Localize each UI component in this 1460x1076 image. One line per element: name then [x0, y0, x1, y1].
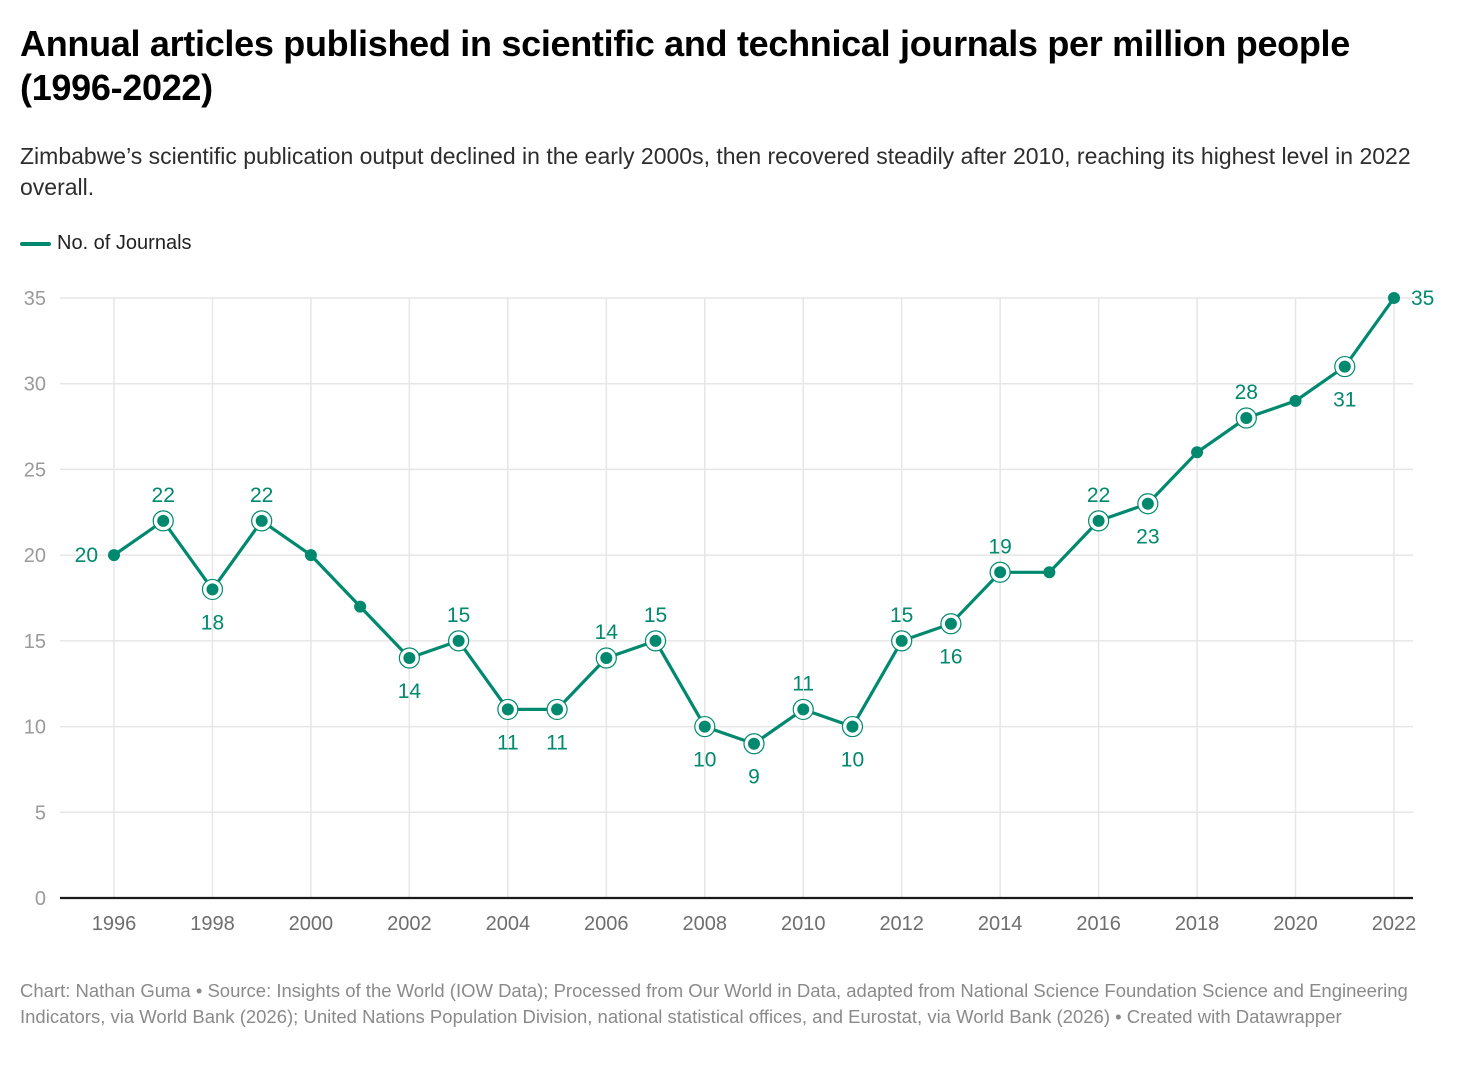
x-tick-label: 2016 [1076, 913, 1121, 935]
y-tick-label: 35 [24, 288, 46, 310]
legend: No. of Journals [20, 232, 192, 255]
data-label: 23 [1136, 526, 1159, 549]
legend-label: No. of Journals [57, 232, 192, 254]
y-tick-label: 20 [24, 545, 46, 567]
data-label: 15 [644, 604, 667, 627]
data-label: 15 [447, 604, 470, 627]
data-label: 16 [939, 646, 962, 669]
data-label: 22 [152, 484, 175, 507]
data-point [354, 600, 367, 613]
data-label: 20 [75, 544, 98, 567]
x-tick-label: 2010 [781, 913, 826, 935]
x-tick-label: 1996 [92, 913, 137, 935]
y-tick-label: 10 [24, 717, 46, 739]
chart-title: Annual articles published in scientific … [20, 23, 1350, 108]
y-tick-label: 5 [35, 802, 46, 824]
legend-swatch [20, 241, 51, 246]
data-label: 31 [1333, 389, 1356, 412]
axes: 0 5 10 15 20 25 30 35 1996 1998 2000 2002 2004 2006 20… [24, 288, 1417, 935]
y-tick-label: 30 [24, 374, 46, 396]
data-point [255, 514, 268, 527]
y-tick-label: 25 [24, 459, 46, 481]
chart-subtitle: Zimbabwe’s scientific publication output… [20, 143, 1411, 200]
data-point [1043, 566, 1056, 579]
x-tick-label: 2018 [1175, 913, 1220, 935]
y-tick-label: 15 [24, 631, 46, 653]
x-tick-label: 2008 [683, 913, 728, 935]
data-label: 10 [841, 749, 864, 772]
data-label: 22 [1087, 484, 1110, 507]
series [108, 292, 1400, 755]
data-point [551, 703, 564, 716]
data-point [600, 652, 613, 664]
data-point [1240, 412, 1253, 424]
data-labels: 20 22 18 22 14 15 11 11 14 15 10 9 11 10 15 16 19 22 23 28 3… [75, 287, 1435, 789]
data-point [1388, 292, 1400, 304]
data-point [846, 720, 859, 733]
x-tick-label: 2020 [1273, 913, 1318, 935]
data-point [895, 634, 908, 647]
data-label: 18 [201, 611, 224, 634]
series-line [112, 296, 1396, 746]
data-label: 19 [988, 535, 1011, 558]
data-label: 35 [1411, 287, 1434, 310]
data-label: 28 [1235, 381, 1258, 404]
data-point [649, 634, 662, 647]
data-point [1338, 360, 1351, 373]
x-tick-label: 2006 [584, 913, 629, 935]
data-point [994, 566, 1007, 579]
data-point [944, 617, 957, 630]
data-point [108, 549, 120, 562]
x-tick-label: 2014 [978, 913, 1023, 935]
data-label: 22 [250, 484, 273, 507]
x-tick-label: 2022 [1372, 913, 1417, 935]
x-tick-label: 1998 [190, 913, 235, 935]
data-label: 14 [398, 680, 422, 703]
data-label: 11 [497, 731, 519, 754]
y-tick-label: 0 [35, 888, 46, 910]
data-point [403, 652, 416, 664]
data-label: 15 [890, 604, 913, 627]
grid [60, 297, 1413, 898]
data-label: 11 [792, 672, 814, 695]
data-point [1092, 514, 1105, 527]
data-label: 11 [546, 731, 568, 754]
data-label: 10 [693, 749, 716, 772]
data-point [157, 514, 170, 527]
data-point [304, 549, 317, 562]
data-point [452, 634, 465, 647]
x-tick-label: 2000 [289, 913, 334, 935]
data-point [206, 583, 219, 596]
chart-footer: Chart: Nathan Guma • Source: Insights of… [20, 980, 1408, 1027]
data-label: 14 [595, 621, 619, 644]
x-tick-label: 2004 [486, 913, 531, 935]
data-point [1289, 394, 1302, 407]
data-point [797, 703, 810, 716]
x-tick-label: 2002 [387, 913, 432, 935]
data-point [1191, 446, 1204, 459]
data-point [501, 703, 514, 716]
data-point [698, 720, 711, 733]
data-point [1141, 497, 1154, 510]
data-label: 9 [748, 766, 760, 789]
x-tick-label: 2012 [879, 913, 924, 935]
data-point [748, 737, 760, 750]
